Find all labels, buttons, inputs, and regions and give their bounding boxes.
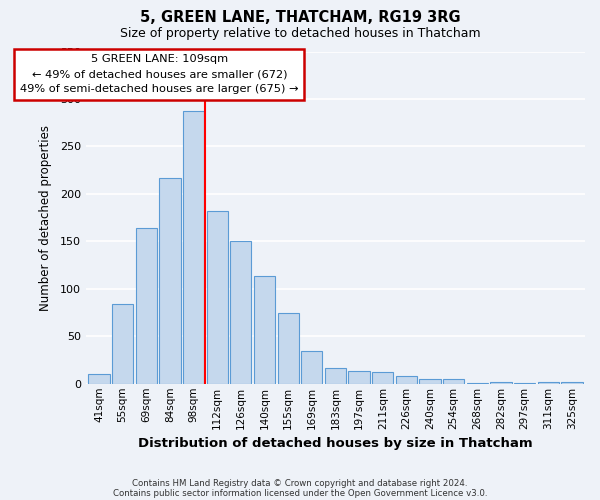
Bar xyxy=(136,228,157,384)
Bar xyxy=(112,304,133,384)
Bar xyxy=(206,211,228,384)
Bar xyxy=(254,276,275,384)
Text: Contains public sector information licensed under the Open Government Licence v3: Contains public sector information licen… xyxy=(113,488,487,498)
Text: Size of property relative to detached houses in Thatcham: Size of property relative to detached ho… xyxy=(119,28,481,40)
Text: 5, GREEN LANE, THATCHAM, RG19 3RG: 5, GREEN LANE, THATCHAM, RG19 3RG xyxy=(140,10,460,25)
Bar xyxy=(88,374,110,384)
Bar xyxy=(443,379,464,384)
Bar xyxy=(396,376,417,384)
Bar xyxy=(159,178,181,384)
Bar xyxy=(490,382,512,384)
Bar xyxy=(349,372,370,384)
Bar xyxy=(514,383,535,384)
X-axis label: Distribution of detached houses by size in Thatcham: Distribution of detached houses by size … xyxy=(138,437,533,450)
Bar xyxy=(372,372,394,384)
Y-axis label: Number of detached properties: Number of detached properties xyxy=(38,124,52,310)
Bar xyxy=(538,382,559,384)
Bar xyxy=(419,379,441,384)
Bar xyxy=(230,242,251,384)
Bar xyxy=(183,112,204,384)
Bar xyxy=(562,382,583,384)
Text: 5 GREEN LANE: 109sqm
← 49% of detached houses are smaller (672)
49% of semi-deta: 5 GREEN LANE: 109sqm ← 49% of detached h… xyxy=(20,54,299,94)
Bar xyxy=(301,350,322,384)
Bar xyxy=(278,312,299,384)
Text: Contains HM Land Registry data © Crown copyright and database right 2024.: Contains HM Land Registry data © Crown c… xyxy=(132,478,468,488)
Bar xyxy=(467,383,488,384)
Bar xyxy=(325,368,346,384)
